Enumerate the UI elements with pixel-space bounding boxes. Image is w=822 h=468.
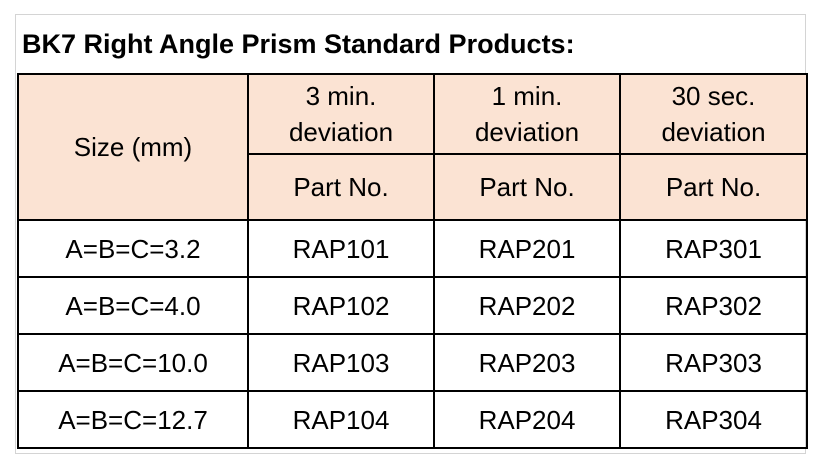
- size-header: Size (mm): [17, 73, 249, 221]
- part-cell: RAP301: [619, 219, 808, 278]
- part-cell: RAP102: [247, 276, 435, 335]
- part-cell: RAP101: [247, 219, 435, 278]
- deviation-header-line2: deviation: [661, 117, 766, 147]
- part-no-header: Part No.: [619, 153, 808, 221]
- part-cell: RAP202: [433, 276, 621, 335]
- table-row: A=B=C=4.0 RAP102 RAP202 RAP302: [17, 276, 808, 335]
- deviation-header-line1: 30 sec.: [671, 81, 756, 111]
- part-cell: RAP204: [433, 390, 621, 449]
- products-table: Size (mm) 3 min. deviation 1 min. deviat…: [17, 73, 808, 449]
- deviation-header-3min: 3 min. deviation: [247, 73, 435, 155]
- deviation-header-line1: 3 min.: [305, 81, 377, 111]
- part-cell: RAP304: [619, 390, 808, 449]
- header-row-part-no: Part No. Part No. Part No.: [18, 153, 808, 221]
- table-row: A=B=C=3.2 RAP101 RAP201 RAP301: [17, 219, 808, 278]
- header-row-deviation: Size (mm) 3 min. deviation 1 min. deviat…: [17, 73, 808, 221]
- part-cell: RAP203: [433, 333, 621, 392]
- size-cell: A=B=C=3.2: [17, 219, 249, 278]
- part-no-header: Part No.: [433, 153, 621, 221]
- size-cell: A=B=C=10.0: [17, 333, 249, 392]
- part-cell: RAP103: [247, 333, 435, 392]
- deviation-header-1min: 1 min. deviation: [433, 73, 621, 155]
- part-cell: RAP303: [619, 333, 808, 392]
- deviation-header-30sec: 30 sec. deviation: [619, 73, 808, 155]
- deviation-header-line1: 1 min.: [491, 81, 563, 111]
- deviation-header-line2: deviation: [288, 117, 394, 147]
- part-cell: RAP104: [247, 390, 435, 449]
- size-cell: A=B=C=12.7: [17, 390, 249, 449]
- part-no-header: Part No.: [247, 153, 435, 221]
- size-cell: A=B=C=4.0: [17, 276, 249, 335]
- table-row: A=B=C=10.0 RAP103 RAP203 RAP303: [17, 333, 808, 392]
- deviation-header-line2: deviation: [474, 117, 580, 147]
- table-row: A=B=C=12.7 RAP104 RAP204 RAP304: [17, 390, 808, 449]
- part-cell: RAP201: [433, 219, 621, 278]
- part-cell: RAP302: [619, 276, 808, 335]
- page-title: BK7 Right Angle Prism Standard Products:: [22, 29, 575, 59]
